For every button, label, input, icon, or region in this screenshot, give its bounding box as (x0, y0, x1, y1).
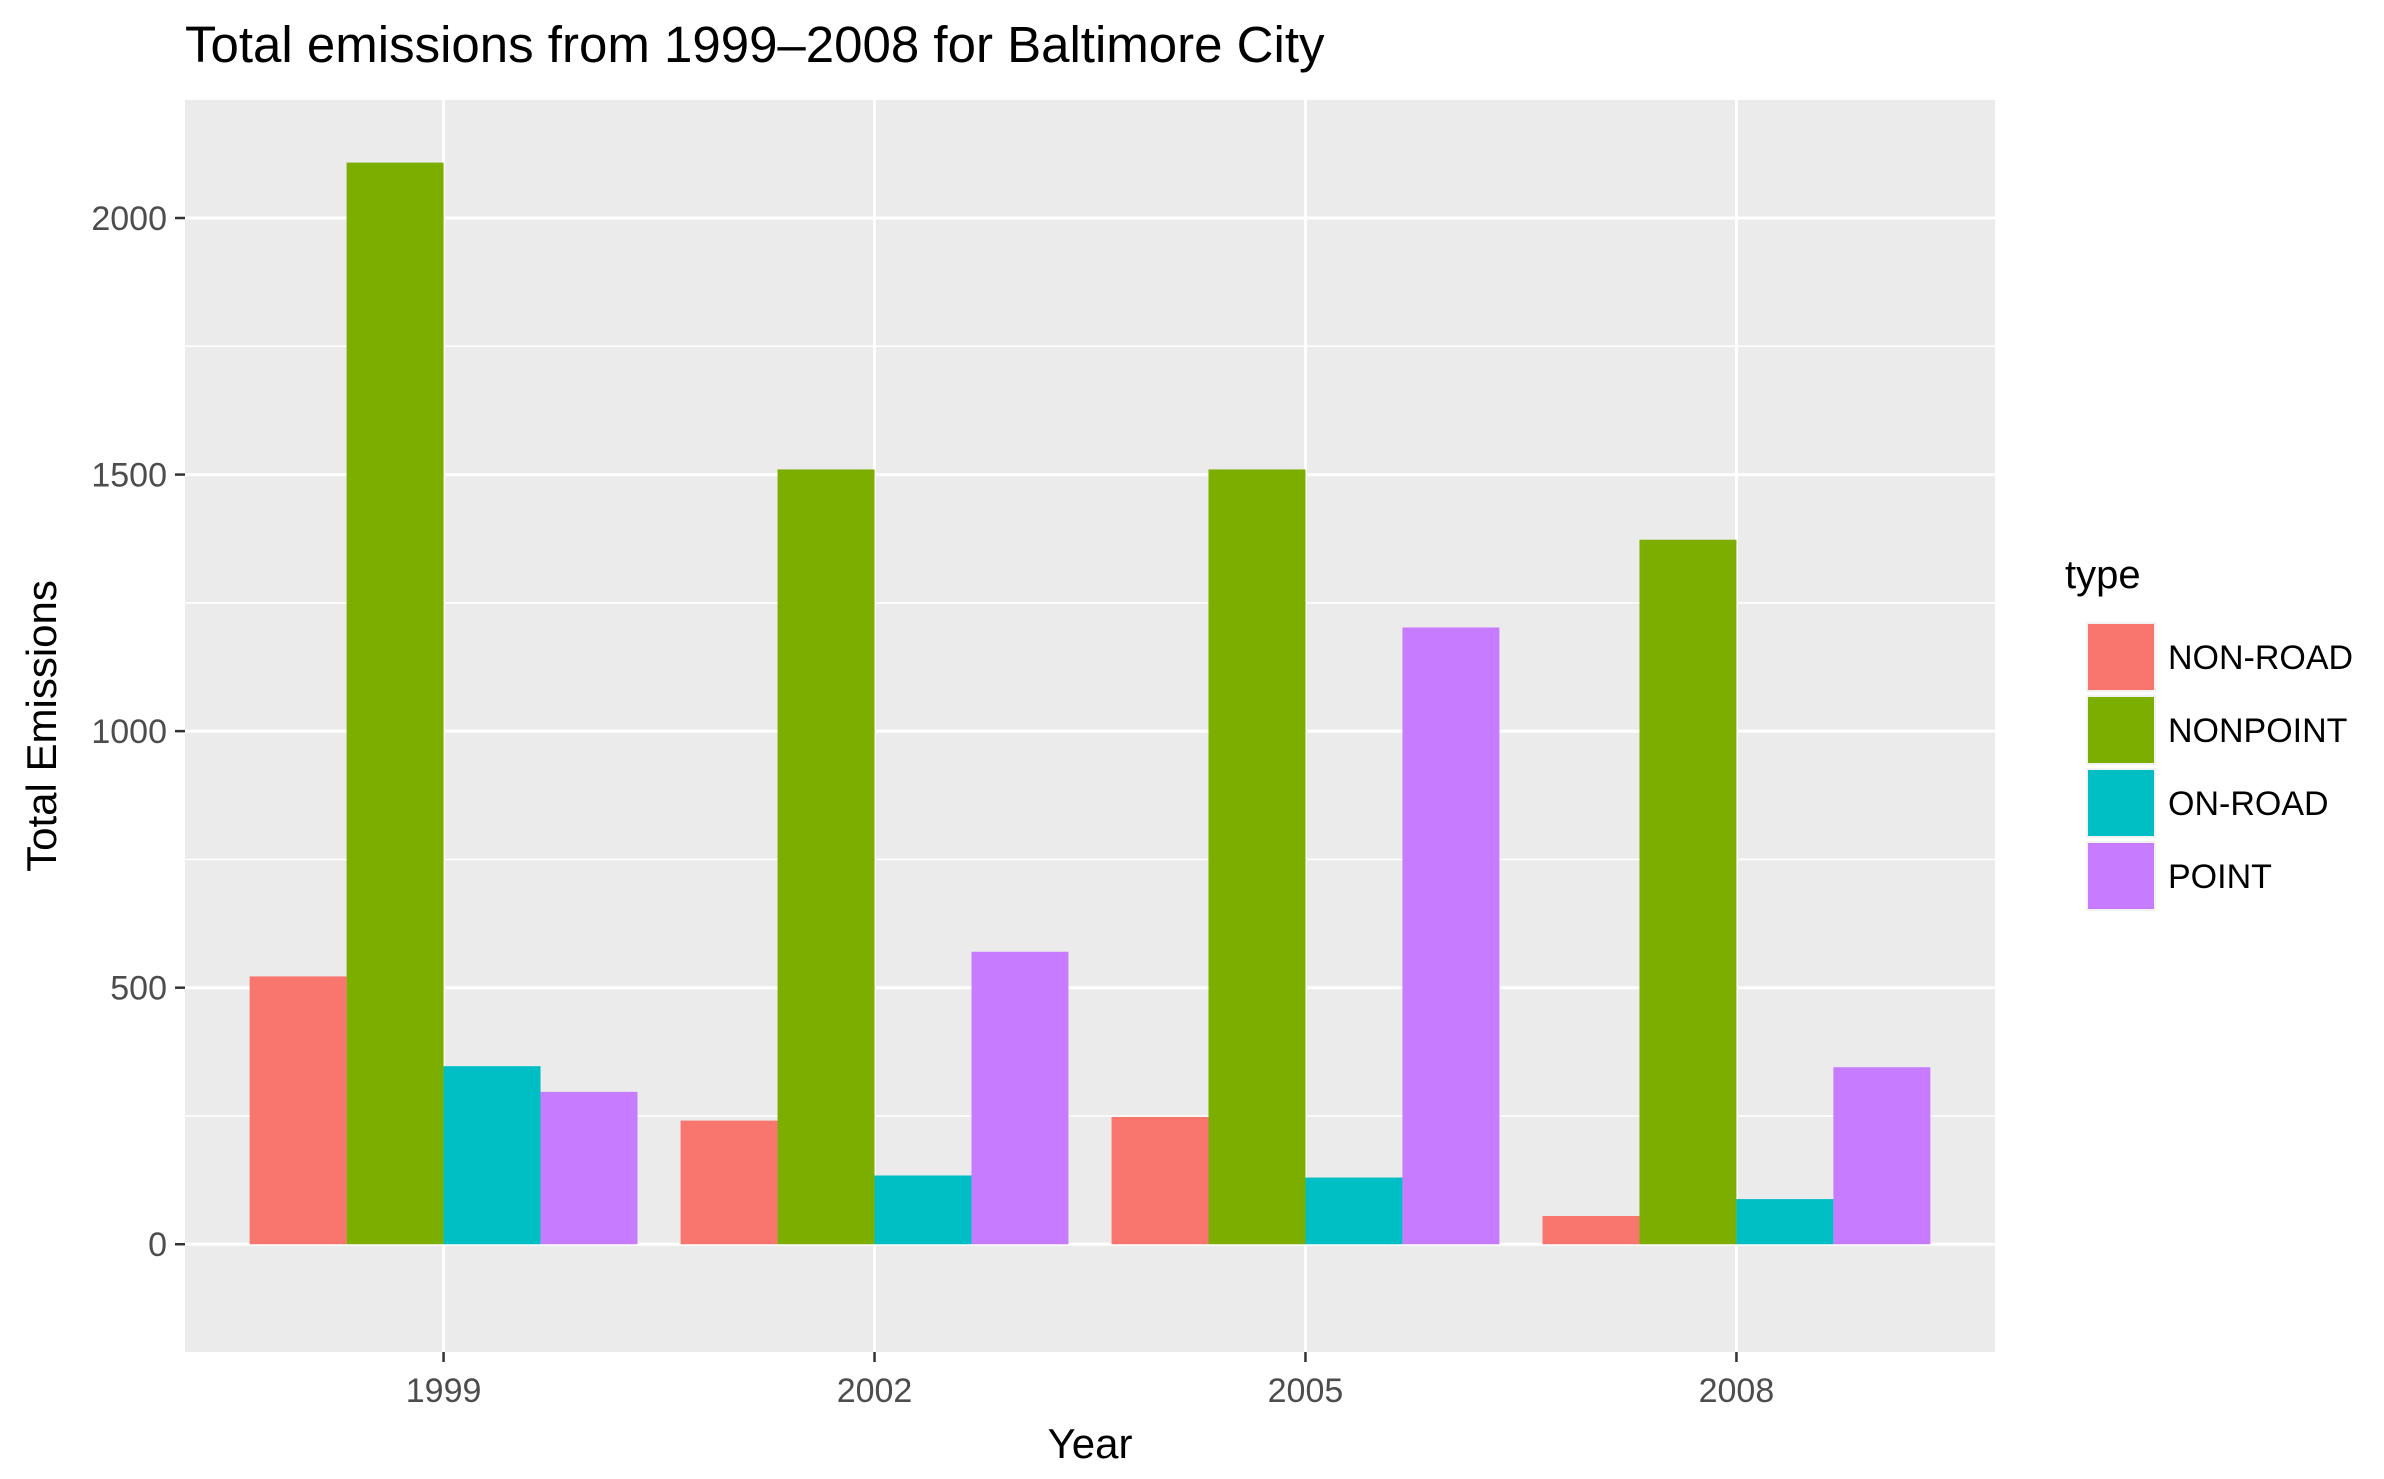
bar-point-2005 (1402, 627, 1500, 1245)
y-tick-label: 500 (110, 970, 167, 1008)
bar-on-road-1999 (443, 1066, 541, 1245)
bar-nonpoint-2005 (1208, 469, 1306, 1245)
legend-swatch-on-road (2088, 770, 2154, 836)
bar-nonpoint-2002 (777, 469, 875, 1245)
bar-non-road-2008 (1542, 1216, 1640, 1245)
y-tick-label: 1000 (91, 713, 167, 751)
x-axis-title: Year (1048, 1420, 1133, 1467)
bar-on-road-2008 (1736, 1199, 1834, 1245)
bar-on-road-2002 (874, 1175, 972, 1245)
chart-title: Total emissions from 1999–2008 for Balti… (185, 16, 1325, 73)
x-tick-label: 1999 (406, 1372, 482, 1410)
bars (249, 162, 1931, 1245)
y-tick-label: 0 (148, 1226, 167, 1264)
bar-nonpoint-2008 (1639, 539, 1737, 1245)
y-tick-label: 1500 (91, 457, 167, 495)
x-tick-label: 2002 (837, 1372, 913, 1410)
bar-point-2008 (1833, 1067, 1931, 1245)
y-axis: 0 500 1000 1500 2000 (91, 200, 185, 1264)
legend-swatch-non-road (2088, 624, 2154, 690)
bar-point-1999 (540, 1091, 638, 1245)
x-tick-label: 2008 (1699, 1372, 1775, 1410)
legend-swatch-point (2088, 843, 2154, 909)
legend-label: NONPOINT (2168, 712, 2347, 750)
bar-non-road-2005 (1111, 1116, 1209, 1245)
bar-non-road-1999 (249, 976, 347, 1245)
legend: type NON-ROAD NONPOINT ON-ROAD POINT (2065, 553, 2353, 911)
x-tick-label: 2005 (1268, 1372, 1344, 1410)
y-axis-title: Total Emissions (18, 580, 65, 872)
y-tick-label: 2000 (91, 200, 167, 238)
legend-swatch-nonpoint (2088, 697, 2154, 763)
bar-nonpoint-1999 (346, 162, 444, 1245)
x-axis: 1999 2002 2005 2008 (406, 1352, 1774, 1410)
bar-non-road-2002 (680, 1120, 778, 1245)
legend-label: NON-ROAD (2168, 639, 2353, 677)
bar-on-road-2005 (1305, 1177, 1403, 1245)
legend-title: type (2065, 553, 2141, 597)
bar-point-2002 (971, 951, 1069, 1245)
legend-label: POINT (2168, 858, 2272, 896)
legend-label: ON-ROAD (2168, 785, 2329, 823)
